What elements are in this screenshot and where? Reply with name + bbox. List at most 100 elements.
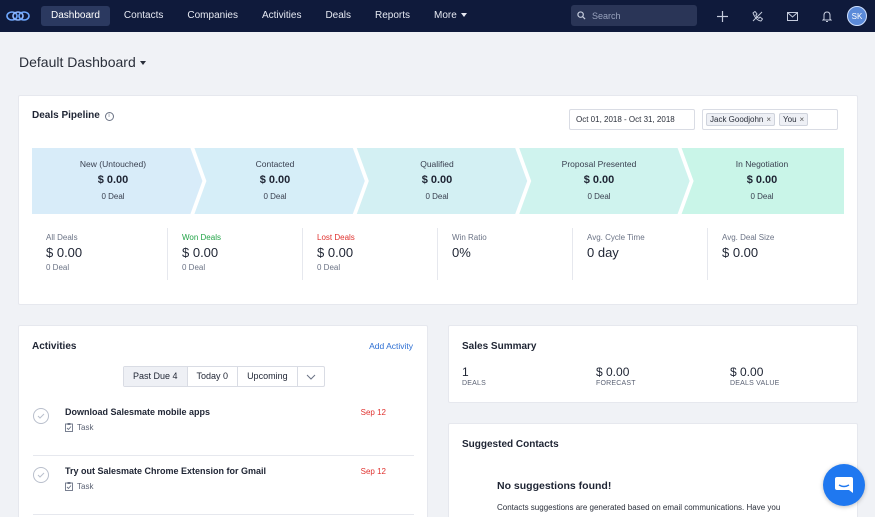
phone-icon[interactable] [750, 9, 764, 23]
dashboard-selector[interactable]: Default Dashboard [19, 54, 146, 70]
activities-card: Activities Add Activity Past Due 4 Today… [18, 325, 428, 517]
nav-reports[interactable]: Reports [375, 10, 411, 21]
pipeline-title: Deals Pipeline [32, 110, 100, 121]
stage-proposal[interactable]: Proposal Presented $ 0.00 0 Deal [518, 148, 680, 214]
stage-count: 0 Deal [587, 192, 611, 201]
suggested-contacts-card: Suggested Contacts No suggestions found!… [448, 423, 858, 517]
metric-avg-deal-size: Avg. Deal Size $ 0.00 [707, 228, 842, 280]
stage-amount: $ 0.00 [259, 174, 291, 186]
metric-label: Avg. Cycle Time [587, 233, 645, 242]
empty-state-title: No suggestions found! [497, 480, 612, 492]
stage-name: Qualified [420, 159, 454, 169]
metric-value: $ 0.00 [722, 245, 759, 260]
stage-name: In Negotiation [735, 159, 789, 169]
stage-name: Proposal Presented [561, 159, 637, 169]
stage-amount: $ 0.00 [421, 174, 453, 186]
nav-activities[interactable]: Activities [261, 10, 302, 21]
complete-check-icon[interactable] [33, 467, 49, 483]
metric-label: Lost Deals [317, 233, 355, 242]
summary-deals: 1 DEALS [462, 365, 486, 387]
salesmate-logo-icon[interactable] [0, 0, 36, 32]
user-filter[interactable]: Jack Goodjohn × You × [702, 109, 838, 130]
list-item[interactable]: Download Salesmate mobile apps Task Sep … [33, 398, 414, 456]
date-range-picker[interactable]: Oct 01, 2018 - Oct 31, 2018 [569, 109, 695, 130]
activity-due-date: Sep 12 [360, 408, 386, 417]
activity-title[interactable]: Try out Salesmate Chrome Extension for G… [65, 466, 267, 476]
nav-contacts[interactable]: Contacts [123, 10, 164, 21]
nav-more[interactable]: More [424, 6, 477, 26]
info-icon[interactable]: i [104, 111, 114, 121]
user-chip-label: Jack Goodjohn [710, 115, 764, 124]
metric-value: 0 day [587, 245, 619, 260]
stage-count: 0 Deal [263, 192, 287, 201]
user-chip: Jack Goodjohn × [706, 113, 776, 126]
stage-count: 0 Deal [425, 192, 449, 201]
metric-lost-deals[interactable]: Lost Deals $ 0.00 0 Deal [302, 228, 437, 280]
nav-companies[interactable]: Companies [187, 10, 238, 21]
chevron-down-icon [306, 374, 315, 380]
stage-new[interactable]: New (Untouched) $ 0.00 0 Deal [32, 148, 194, 214]
tab-more-dropdown[interactable] [298, 367, 324, 386]
activity-due-date: Sep 12 [360, 467, 386, 476]
top-navigation: Dashboard Contacts Companies Activities … [0, 0, 875, 32]
summary-value: $ 0.00 [596, 365, 630, 379]
avatar[interactable]: SK [847, 6, 867, 26]
stage-negotiation[interactable]: In Negotiation $ 0.00 0 Deal [680, 148, 844, 214]
activity-type: Task [65, 423, 93, 432]
summary-value: $ 0.00 [730, 365, 764, 379]
user-chip: You × [779, 113, 809, 126]
plus-icon[interactable] [715, 9, 729, 23]
summary-label: DEALS [462, 380, 486, 387]
tab-today[interactable]: Today 0 [188, 367, 239, 386]
activity-tabs: Past Due 4 Today 0 Upcoming [123, 366, 325, 387]
metric-sub: 0 Deal [317, 263, 341, 272]
pipeline-stages: New (Untouched) $ 0.00 0 Deal Contacted … [32, 148, 844, 214]
task-icon [65, 423, 73, 432]
metric-value: $ 0.00 [182, 245, 219, 260]
user-chip-label: You [783, 115, 797, 124]
metric-win-ratio: Win Ratio 0% [437, 228, 572, 280]
metric-all-deals[interactable]: All Deals $ 0.00 0 Deal [32, 228, 167, 280]
activity-type-label: Task [77, 423, 94, 432]
nav-more-label: More [434, 10, 457, 21]
page-title: Default Dashboard [19, 54, 136, 70]
activity-type-label: Task [77, 482, 94, 491]
remove-chip-icon[interactable]: × [799, 115, 805, 124]
summary-deals-value: $ 0.00 DEALS VALUE [730, 365, 780, 387]
empty-state-text: Contacts suggestions are generated based… [497, 503, 781, 512]
list-item[interactable]: Try out Salesmate Chrome Extension for G… [33, 457, 414, 515]
stage-contacted[interactable]: Contacted $ 0.00 0 Deal [194, 148, 356, 214]
metric-value: $ 0.00 [317, 245, 354, 260]
summary-forecast: $ 0.00 FORECAST [596, 365, 636, 387]
search-icon [577, 11, 586, 20]
summary-label: DEALS VALUE [730, 380, 780, 387]
chat-icon [835, 477, 853, 493]
bell-icon[interactable] [820, 9, 834, 23]
stage-qualified[interactable]: Qualified $ 0.00 0 Deal [356, 148, 518, 214]
remove-chip-icon[interactable]: × [766, 115, 772, 124]
stage-arrow-shape [519, 148, 690, 214]
complete-check-icon[interactable] [33, 408, 49, 424]
stage-arrow-shape [32, 148, 203, 214]
tab-past-due[interactable]: Past Due 4 [124, 367, 188, 386]
metric-value: $ 0.00 [46, 245, 83, 260]
metric-won-deals[interactable]: Won Deals $ 0.00 0 Deal [167, 228, 302, 280]
stage-amount: $ 0.00 [583, 174, 615, 186]
chat-support-button[interactable] [823, 464, 865, 506]
nav-deals[interactable]: Deals [325, 10, 352, 21]
stage-arrow-shape [194, 148, 365, 214]
activity-title[interactable]: Download Salesmate mobile apps [65, 407, 211, 417]
metric-label: Win Ratio [452, 233, 487, 242]
summary-value: 1 [462, 365, 469, 379]
suggested-title: Suggested Contacts [462, 439, 559, 450]
add-activity-link[interactable]: Add Activity [369, 341, 413, 351]
metric-label: Won Deals [182, 233, 221, 242]
search-box[interactable] [571, 5, 697, 26]
sales-summary-card: Sales Summary 1 DEALS $ 0.00 FORECAST $ … [448, 325, 858, 403]
activity-type: Task [65, 482, 93, 491]
tab-upcoming[interactable]: Upcoming [238, 367, 298, 386]
nav-dashboard[interactable]: Dashboard [41, 6, 110, 26]
metric-value: 0% [452, 245, 471, 260]
search-input[interactable] [592, 10, 687, 21]
mail-icon[interactable] [785, 9, 799, 23]
